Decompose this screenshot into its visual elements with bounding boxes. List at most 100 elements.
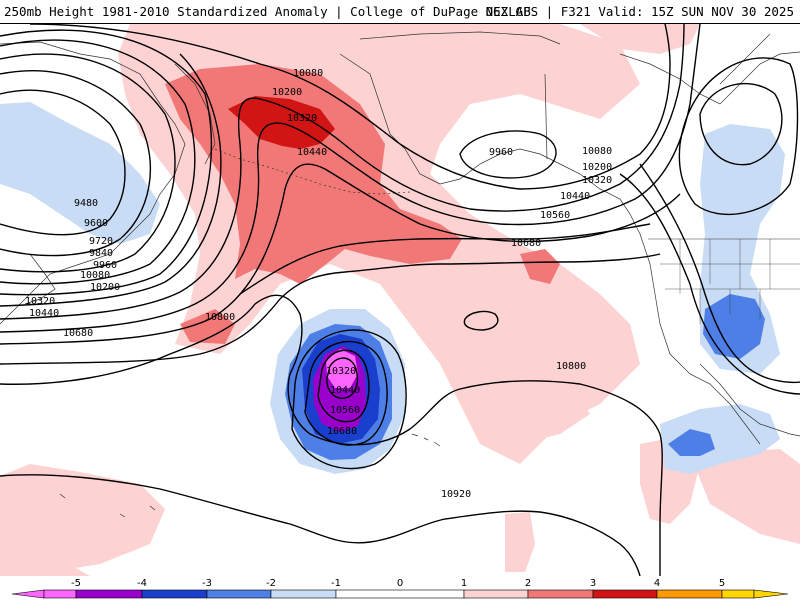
ridge-anomaly-3sd — [228, 96, 335, 149]
negative-anomaly-west — [0, 102, 160, 244]
label-9960: 9960 — [93, 260, 117, 271]
colorbar-swatch-p4 — [656, 589, 723, 599]
label-10440-w: 10440 — [29, 308, 59, 319]
colorbar-swatch-p1 — [463, 589, 529, 599]
label-10320-e: 10320 — [582, 175, 612, 186]
ridge-anomaly-2sd-south — [180, 309, 235, 344]
low-anomaly-5sd — [326, 349, 358, 388]
state-lines — [660, 239, 800, 324]
label-10080-w: 10080 — [80, 270, 110, 281]
contour-9600 — [0, 70, 152, 257]
label-10200-ridge: 10200 — [272, 87, 302, 98]
label-10440-low: 10440 — [330, 385, 360, 396]
contour-10080 — [29, 24, 671, 190]
colorbar-swatch-m5 — [11, 589, 45, 599]
map-title: 250mb Height 1981-2010 Standardized Anom… — [4, 4, 531, 19]
positive-anomaly-top-right — [580, 24, 700, 54]
colorbar-tick-m5: -5 — [71, 578, 81, 589]
contour-10200 — [0, 24, 685, 320]
label-9600: 9600 — [84, 218, 108, 229]
label-10680-e: 10680 — [511, 238, 541, 249]
label-10320-low: 10320 — [326, 366, 356, 377]
pacific-islands — [59, 493, 156, 518]
colorbar-swatch-0 — [335, 589, 465, 599]
anomaly-shading — [0, 24, 800, 576]
negative-anomaly-gulf — [660, 404, 780, 474]
coastlines — [0, 31, 800, 518]
positive-anomaly-south — [480, 369, 590, 444]
us-west-coast — [639, 233, 761, 445]
contour-9840 — [0, 39, 196, 285]
colorbar-tick-p5: 5 — [719, 578, 725, 589]
label-9720: 9720 — [89, 236, 113, 247]
label-10800-b: 10800 — [556, 361, 586, 372]
colorbar-tick-m3: -3 — [202, 578, 212, 589]
contour-10560 — [239, 223, 651, 295]
colorbar-tick-m4: -4 — [137, 578, 147, 589]
hawaiian-islands — [411, 433, 441, 447]
label-10200-w: 10200 — [90, 282, 120, 293]
alaska-coastline — [339, 53, 641, 235]
contour-9480 — [0, 89, 126, 236]
label-9840: 9840 — [89, 248, 113, 259]
low-contour-10560 — [304, 340, 388, 446]
canada-low-contour-1 — [699, 82, 783, 166]
colorbar-swatch-m2 — [206, 589, 272, 599]
colorbar-tick-p4: 4 — [654, 578, 660, 589]
label-10080-e: 10080 — [582, 146, 612, 157]
colorbar-tick-p2: 2 — [525, 578, 531, 589]
positive-anomaly-atlantic — [690, 449, 800, 544]
contour-10320 — [0, 24, 701, 333]
aleutian-islands — [214, 148, 411, 195]
map-header: 250mb Height 1981-2010 Standardized Anom… — [0, 0, 800, 24]
colorbar-swatches — [11, 589, 789, 599]
colorbar-tick-0: 0 — [397, 578, 403, 589]
hudson-bay-coast — [719, 33, 771, 85]
colorbar-swatch-p3 — [592, 589, 658, 599]
colorbar-tick-m1: -1 — [331, 578, 341, 589]
label-10080-ridge: 10080 — [293, 68, 323, 79]
label-10680-w: 10680 — [63, 328, 93, 339]
asia-coastline — [0, 41, 186, 325]
canada-low-contour-2 — [678, 57, 799, 216]
label-9960-alaska: 9960 — [489, 147, 513, 158]
colorbar-swatch-p5 — [721, 589, 755, 599]
contour-10440 — [0, 163, 681, 345]
alaska-north-coast — [359, 31, 561, 45]
label-10440-ridge: 10440 — [297, 147, 327, 158]
contour-small-high — [463, 310, 499, 331]
positive-anomaly-south-left — [0, 464, 165, 576]
low-anomaly-2sd-us — [703, 294, 765, 359]
anomaly-map: 9480 9600 9720 9840 9960 10080 10200 103… — [0, 24, 800, 576]
low-anomaly-2sd-south — [668, 429, 715, 456]
positive-anomaly-bottom-left — [0, 559, 90, 576]
colorbar-swatch-m5b — [43, 589, 77, 599]
label-10680-low: 10680 — [327, 426, 357, 437]
positive-anomaly-bottom-mid — [505, 512, 535, 572]
run-valid-time: 06Z GFS | F321 Valid: 15Z SUN NOV 30 202… — [485, 4, 794, 19]
label-10200-e: 10200 — [582, 162, 612, 173]
contour-9720 — [0, 53, 176, 273]
ridge-anomaly-2sd-east — [520, 249, 560, 284]
contour-labels: 9480 9600 9720 9840 9960 10080 10200 103… — [25, 68, 612, 500]
label-9480: 9480 — [74, 198, 98, 209]
colorbar-swatch-p2 — [527, 589, 594, 599]
colorbar-swatch-m4 — [75, 589, 143, 599]
east-trough-2 — [639, 163, 800, 384]
label-10440-e: 10440 — [560, 191, 590, 202]
low-contour-10320 — [326, 357, 359, 399]
contour-10800 — [0, 294, 663, 576]
anomaly-colorbar: -5 -4 -3 -2 -1 0 1 2 3 4 5 — [0, 576, 800, 600]
low-contour-10440 — [317, 349, 370, 423]
height-contours — [0, 24, 800, 576]
colorbar-swatch-p5-tip — [753, 589, 789, 599]
alaska-canada-border — [544, 73, 548, 160]
label-10320-ridge: 10320 — [287, 113, 317, 124]
contour-10680 — [0, 253, 661, 365]
label-10800-a: 10800 — [205, 312, 235, 323]
mexico-coast — [699, 363, 800, 437]
label-10560-low: 10560 — [330, 405, 360, 416]
contour-9960 — [0, 29, 213, 296]
colorbar-tick-p3: 3 — [590, 578, 596, 589]
colorbar-swatch-m1 — [270, 589, 337, 599]
